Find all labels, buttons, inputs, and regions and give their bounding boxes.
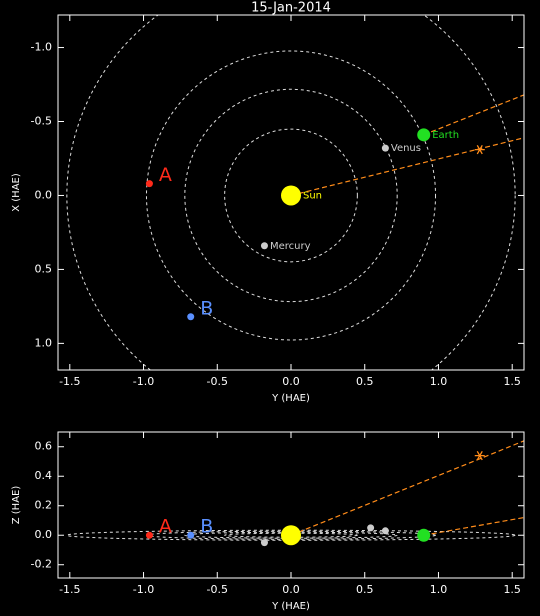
body-label: B <box>200 516 213 538</box>
body-marker <box>381 144 389 152</box>
x-tick-label: 1.5 <box>503 583 521 596</box>
x-tick-label: -1.5 <box>59 375 80 388</box>
orbit <box>184 88 398 303</box>
orbit-line <box>290 440 524 536</box>
x-tick-label: 0.5 <box>356 583 374 596</box>
x-tick-label: 0.0 <box>282 583 300 596</box>
body-marker <box>187 313 195 321</box>
x-tick-label: 0.0 <box>282 375 300 388</box>
y-tick-label: 1.0 <box>35 336 53 349</box>
y-axis-label: Z (HAE) <box>11 486 22 525</box>
body-label: B <box>200 297 213 319</box>
orbit-line <box>290 137 524 197</box>
body-label: Sun <box>303 190 322 201</box>
orbit <box>145 50 437 341</box>
body-marker <box>260 539 268 547</box>
body-marker <box>260 242 268 250</box>
asterisk-marker <box>474 450 485 461</box>
body-label: A <box>159 164 172 186</box>
x-tick-label: -1.0 <box>133 375 154 388</box>
plot-area <box>66 15 524 370</box>
y-tick-label: 0.2 <box>35 499 53 512</box>
x-tick-label: 0.5 <box>356 375 374 388</box>
x-tick-label: -1.0 <box>133 583 154 596</box>
y-tick-label: 0.5 <box>35 262 53 275</box>
body-marker <box>367 524 375 532</box>
plot-area <box>66 440 524 547</box>
body-marker <box>281 525 301 546</box>
y-tick-label: 0.4 <box>35 469 53 482</box>
body-marker <box>381 527 389 535</box>
x-tick-label: 1.0 <box>430 375 448 388</box>
x-tick-label: -0.5 <box>207 583 228 596</box>
y-tick-label: -0.2 <box>31 558 52 571</box>
orbit-line <box>423 516 524 536</box>
body-marker <box>417 528 431 542</box>
chart-title: 15-Jan-2014 <box>251 1 331 16</box>
x-axis-label: Y (HAE) <box>271 601 310 612</box>
x-tick-label: -0.5 <box>207 375 228 388</box>
body-label: Earth <box>432 130 459 141</box>
asterisk-marker <box>474 144 485 155</box>
y-axis-label: X (HAE) <box>11 173 22 212</box>
x-axis-label: Y (HAE) <box>271 393 310 404</box>
axes-frame <box>57 431 525 579</box>
body-marker <box>417 128 431 142</box>
body-marker <box>187 531 195 539</box>
y-tick-label: -0.5 <box>31 115 52 128</box>
body-label: A <box>159 516 172 538</box>
body-marker <box>145 531 153 539</box>
orbit <box>66 15 516 370</box>
orbit-line <box>423 94 524 136</box>
body-marker <box>281 185 301 206</box>
x-tick-label: 1.5 <box>503 375 521 388</box>
x-tick-label: -1.5 <box>59 583 80 596</box>
body-label: Mercury <box>270 241 311 252</box>
x-tick-label: 1.0 <box>430 583 448 596</box>
body-marker <box>145 180 153 188</box>
y-tick-label: 0.6 <box>35 440 53 453</box>
y-tick-label: 0.0 <box>35 188 53 201</box>
y-tick-label: -1.0 <box>31 41 52 54</box>
body-label: Venus <box>391 143 421 154</box>
orbit <box>224 128 358 263</box>
y-tick-label: 0.0 <box>35 528 53 541</box>
